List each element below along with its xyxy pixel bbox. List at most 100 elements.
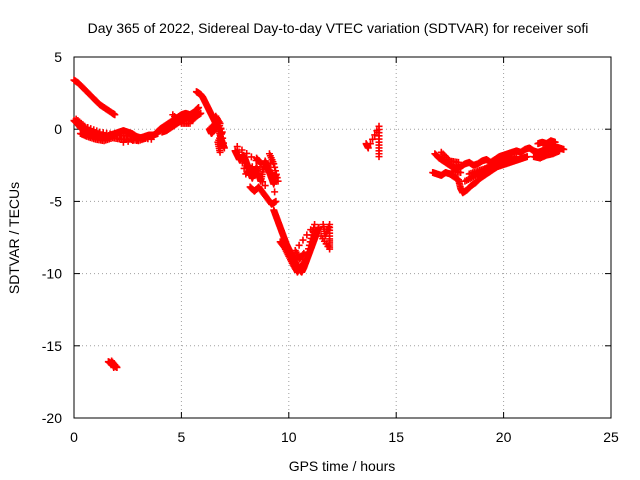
data-point bbox=[303, 231, 311, 239]
data-point bbox=[304, 248, 312, 256]
data-point bbox=[523, 153, 531, 161]
segment-near-fourteen bbox=[362, 122, 383, 161]
data-point bbox=[261, 182, 269, 190]
data-points bbox=[70, 76, 568, 371]
data-point bbox=[147, 135, 155, 143]
data-point bbox=[238, 159, 246, 167]
segment-after-eleven bbox=[317, 221, 334, 253]
data-point bbox=[271, 163, 279, 171]
data-point bbox=[235, 148, 243, 156]
data-point bbox=[306, 238, 314, 246]
data-point bbox=[247, 164, 255, 172]
data-point bbox=[454, 158, 462, 166]
data-point bbox=[307, 226, 315, 234]
y-tick-label: 0 bbox=[54, 121, 62, 137]
data-point bbox=[110, 363, 118, 371]
axis-ticks: 0 5 10 15 20 25 -20 -15 -10 -5 0 5 bbox=[42, 49, 619, 445]
y-tick-label: -20 bbox=[42, 410, 62, 426]
segment-early-flat bbox=[70, 115, 162, 146]
segment-early-descending bbox=[70, 76, 119, 119]
data-point bbox=[186, 119, 194, 127]
data-point bbox=[543, 144, 551, 152]
data-point bbox=[124, 137, 132, 145]
data-point bbox=[247, 153, 255, 161]
data-point bbox=[307, 234, 315, 242]
data-point bbox=[233, 143, 241, 151]
data-point bbox=[214, 119, 222, 127]
segment-late-lower bbox=[429, 153, 531, 197]
y-tick-label: -5 bbox=[50, 193, 63, 209]
x-tick-label: 5 bbox=[178, 429, 186, 445]
data-point bbox=[299, 236, 307, 244]
data-point bbox=[212, 112, 220, 120]
data-point bbox=[256, 159, 264, 167]
data-point bbox=[216, 122, 224, 130]
data-point bbox=[261, 163, 269, 171]
segment-dip-to-ten bbox=[270, 206, 323, 276]
data-point bbox=[512, 153, 520, 161]
chart-title: Day 365 of 2022, Sidereal Day-to-day VTE… bbox=[88, 20, 589, 36]
data-point bbox=[253, 170, 261, 178]
data-point bbox=[129, 136, 137, 144]
data-point bbox=[271, 167, 279, 175]
data-point bbox=[311, 221, 319, 229]
y-tick-label: -15 bbox=[42, 338, 62, 354]
data-point bbox=[220, 139, 228, 147]
data-point bbox=[119, 138, 127, 146]
data-point bbox=[457, 169, 465, 177]
data-point bbox=[271, 188, 279, 196]
segment-rise-to-six bbox=[152, 104, 205, 138]
data-point bbox=[252, 156, 260, 164]
data-point bbox=[270, 160, 278, 168]
segment-peak-near-six bbox=[192, 88, 228, 156]
data-point bbox=[366, 140, 374, 148]
data-point bbox=[364, 144, 372, 152]
data-point bbox=[237, 154, 245, 162]
data-point bbox=[305, 241, 313, 249]
data-point bbox=[272, 197, 280, 205]
data-point bbox=[270, 173, 278, 181]
data-point bbox=[240, 164, 248, 172]
data-point bbox=[265, 168, 273, 176]
data-point bbox=[273, 174, 281, 182]
data-point bbox=[371, 131, 379, 139]
x-tick-label: 0 bbox=[70, 429, 78, 445]
data-point bbox=[194, 104, 202, 112]
data-point bbox=[256, 174, 264, 182]
data-point bbox=[213, 115, 221, 123]
data-point bbox=[259, 178, 267, 186]
y-axis-label: SDTVAR / TECUs bbox=[6, 182, 22, 294]
x-tick-label: 25 bbox=[603, 429, 619, 445]
data-point bbox=[274, 177, 282, 185]
data-point bbox=[257, 160, 265, 168]
data-point bbox=[305, 245, 313, 253]
data-point bbox=[555, 147, 563, 155]
data-point bbox=[197, 109, 205, 117]
data-point bbox=[538, 147, 546, 155]
data-point bbox=[243, 149, 251, 157]
data-point bbox=[482, 164, 490, 172]
x-axis-label: GPS time / hours bbox=[289, 458, 396, 474]
plot-area-border bbox=[73, 56, 612, 419]
grid bbox=[74, 57, 611, 418]
data-point bbox=[560, 145, 568, 153]
data-point bbox=[551, 138, 559, 146]
x-tick-label: 20 bbox=[496, 429, 512, 445]
data-point bbox=[302, 255, 310, 263]
y-tick-label: -10 bbox=[42, 266, 62, 282]
data-point bbox=[300, 249, 308, 257]
data-point bbox=[317, 232, 325, 240]
data-point bbox=[216, 148, 224, 156]
data-point bbox=[248, 163, 256, 171]
data-point bbox=[299, 251, 307, 259]
x-tick-label: 15 bbox=[388, 429, 404, 445]
data-point bbox=[375, 153, 383, 161]
data-point bbox=[301, 257, 309, 265]
data-point bbox=[369, 135, 377, 143]
data-point bbox=[195, 104, 203, 112]
segment-outlier-low bbox=[104, 357, 121, 371]
data-point bbox=[111, 111, 119, 119]
data-point bbox=[547, 141, 555, 149]
x-tick-label: 10 bbox=[281, 429, 297, 445]
